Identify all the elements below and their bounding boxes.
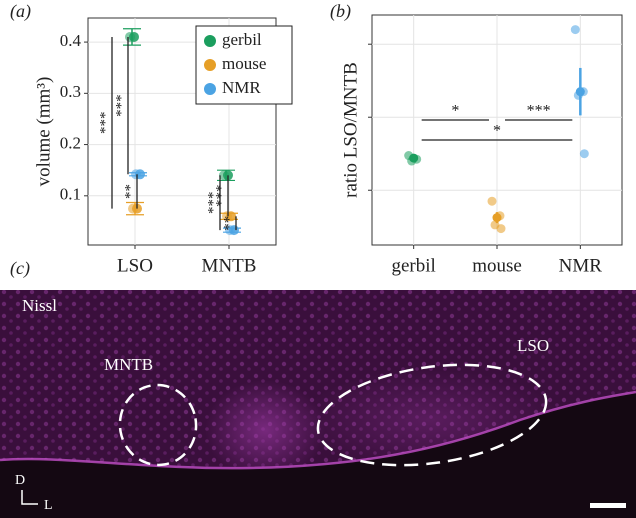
legend-swatch <box>204 83 216 95</box>
significance-label: * <box>451 103 459 120</box>
region-label: LSO <box>517 336 549 355</box>
point <box>487 196 497 206</box>
region-label: MNTB <box>104 355 153 374</box>
panel-label: (a) <box>10 1 31 22</box>
significance-label: *** <box>113 94 129 117</box>
point <box>496 224 506 234</box>
stain-label: Nissl <box>22 296 57 315</box>
mean-point <box>492 213 502 223</box>
y-axis-label: volume (mm³) <box>33 77 54 187</box>
x-tick-label: mouse <box>472 255 522 276</box>
y-tick-label: 0.2 <box>60 133 81 152</box>
significance-label: * <box>493 123 501 140</box>
y-tick-label: 0.4 <box>60 31 82 50</box>
y-tick-label: 0.1 <box>60 185 81 204</box>
x-tick-label: MNTB <box>202 255 257 276</box>
x-tick-label: NMR <box>559 255 603 276</box>
mean-point <box>575 87 585 97</box>
y-axis-label: ratio LSO/MNTB <box>340 62 361 198</box>
legend-swatch <box>204 59 216 71</box>
x-tick-label: gerbil <box>392 255 436 276</box>
panel-label: (c) <box>10 258 30 279</box>
significance-label: *** <box>205 191 221 214</box>
point <box>570 25 580 35</box>
legend-label: NMR <box>222 78 261 97</box>
mean-point <box>409 153 419 163</box>
significance-label: *** <box>527 103 551 120</box>
significance-label: *** <box>97 112 113 135</box>
x-tick-label: LSO <box>117 255 153 276</box>
legend-swatch <box>204 35 216 47</box>
significance-label: ** <box>122 184 138 199</box>
significance-label: ** <box>221 216 237 231</box>
significance-label: *** <box>213 185 229 208</box>
micrograph: Nissl MNTB LSO D L <box>0 290 636 518</box>
axis-label: L <box>44 498 53 513</box>
point <box>129 31 139 42</box>
panel-label: (b) <box>330 1 351 22</box>
point <box>579 149 589 159</box>
legend-label: mouse <box>222 54 266 73</box>
axis-label: D <box>15 473 25 488</box>
legend-label: gerbil <box>222 30 262 49</box>
y-tick-label: 0.3 <box>60 82 81 101</box>
